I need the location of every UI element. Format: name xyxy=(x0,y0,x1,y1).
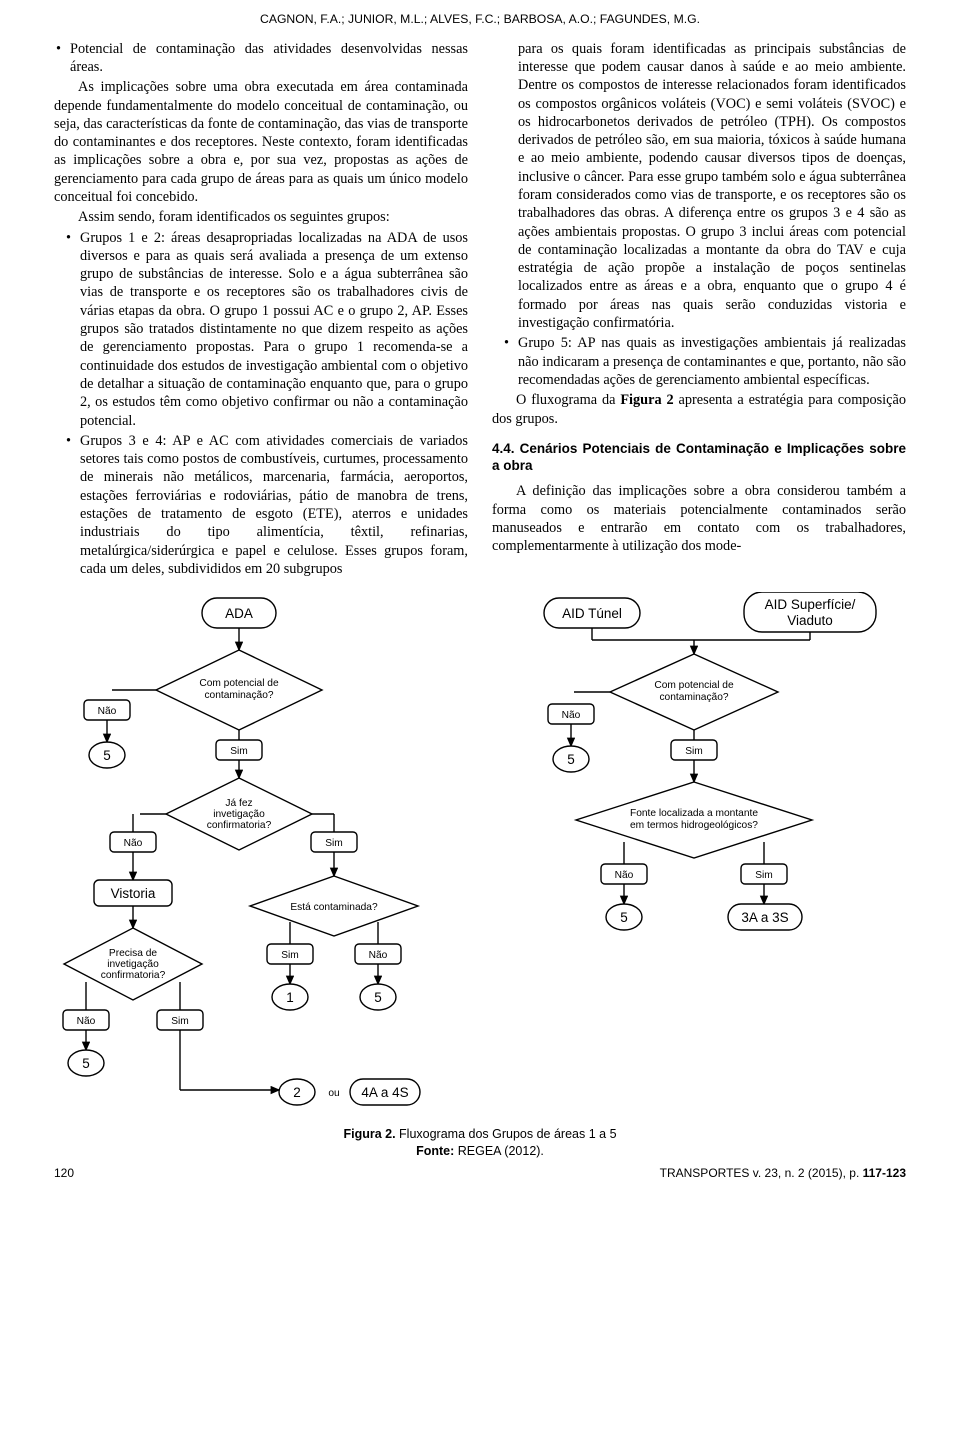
d2-l2: invetigação xyxy=(213,809,265,820)
d4-l1: Precisa de xyxy=(109,948,157,959)
rd1-l1: Com potencial de xyxy=(654,680,734,691)
aid-sup-l1: AID Superfície/ xyxy=(765,597,856,612)
para-fluxograma: O fluxograma da Figura 2 apresenta a est… xyxy=(492,391,906,428)
cap-rest: Fluxograma dos Grupos de áreas 1 a 5 xyxy=(396,1127,617,1141)
txt-figura2: Figura 2 xyxy=(620,392,673,408)
term4: 4A a 4S xyxy=(361,1085,408,1100)
ou: ou xyxy=(328,1088,339,1099)
d3-yes: Sim xyxy=(281,950,299,961)
page-footer: 120 TRANSPORTES v. 23, n. 2 (2015), p. 1… xyxy=(54,1166,906,1181)
d1-no: Não xyxy=(98,706,117,717)
term5-a: 5 xyxy=(103,748,111,763)
figure-2: ADA Com potencial de contaminação? Não 5… xyxy=(54,592,906,1160)
para-implicacoes: As implicações sobre uma obra executada … xyxy=(54,78,468,206)
d2-yes: Sim xyxy=(325,838,343,849)
rd1-l2: contaminação? xyxy=(659,692,728,703)
d1-l1: Com potencial de xyxy=(199,678,279,689)
node-ada: ADA xyxy=(225,606,253,621)
cap-bold: Figura 2. xyxy=(343,1127,395,1141)
heading-4-4: 4.4. Cenários Potenciais de Contaminação… xyxy=(492,440,906,475)
para-right-continuation: para os quais foram identificadas as pri… xyxy=(492,40,906,333)
d1-yes: Sim xyxy=(230,746,248,757)
para-definicao: A definição das implicações sobre a obra… xyxy=(492,482,906,555)
term2: 2 xyxy=(293,1085,301,1100)
d2-l3: confirmatoria? xyxy=(207,820,272,831)
rd1-no: Não xyxy=(562,710,581,721)
d1-l2: contaminação? xyxy=(204,690,273,701)
para-assim-sendo: Assim sendo, foram identificados os segu… xyxy=(54,208,468,226)
d4-l3: confirmatoria? xyxy=(101,970,166,981)
cap2-rest: REGEA (2012). xyxy=(454,1144,544,1158)
journal-ref: TRANSPORTES v. 23, n. 2 (2015), p. 117-1… xyxy=(660,1166,906,1181)
d4-no: Não xyxy=(77,1016,96,1027)
page-number: 120 xyxy=(54,1166,74,1181)
rterm5a: 5 xyxy=(567,752,575,767)
bullet-potencial: Potencial de contaminação das atividades… xyxy=(54,40,468,77)
vistoria: Vistoria xyxy=(111,886,156,901)
journal-b: 117-123 xyxy=(863,1166,906,1180)
aid-sup-l2: Viaduto xyxy=(787,613,833,628)
term5-c: 5 xyxy=(374,990,382,1005)
figure-caption: Figura 2. Fluxograma dos Grupos de áreas… xyxy=(54,1126,906,1160)
term1: 1 xyxy=(286,990,294,1005)
term5-b: 5 xyxy=(82,1056,90,1071)
rterm5b: 5 xyxy=(620,910,628,925)
flowchart-svg: ADA Com potencial de contaminação? Não 5… xyxy=(54,592,906,1122)
d2-l1: Já fez xyxy=(225,798,252,809)
txt-fluxo-a: O fluxograma da xyxy=(516,392,620,408)
d4-yes: Sim xyxy=(171,1016,189,1027)
d3: Está contaminada? xyxy=(290,902,378,913)
aid-tunel: AID Túnel xyxy=(562,606,622,621)
body-columns: Potencial de contaminação das atividades… xyxy=(54,40,906,579)
rterm3: 3A a 3S xyxy=(741,910,788,925)
d3-no: Não xyxy=(369,950,388,961)
bullet-grupo5: Grupo 5: AP nas quais as investigações a… xyxy=(492,334,906,389)
rd2-l1: Fonte localizada a montante xyxy=(630,808,758,819)
bullet-grupos34: Grupos 3 e 4: AP e AC com atividades com… xyxy=(54,432,468,578)
rd2-no: Não xyxy=(615,870,634,881)
cap2-bold: Fonte: xyxy=(416,1144,454,1158)
rd2-yes: Sim xyxy=(755,870,773,881)
journal-a: TRANSPORTES v. 23, n. 2 (2015), p. xyxy=(660,1166,863,1180)
d4-l2: invetigação xyxy=(107,959,159,970)
rd2-l2: em termos hidrogeológicos? xyxy=(630,820,758,831)
bullet-grupos12: Grupos 1 e 2: áreas desapropriadas local… xyxy=(54,229,468,430)
d2-no: Não xyxy=(124,838,143,849)
header-authors: CAGNON, F.A.; JUNIOR, M.L.; ALVES, F.C.;… xyxy=(54,12,906,28)
rd1-yes: Sim xyxy=(685,746,703,757)
